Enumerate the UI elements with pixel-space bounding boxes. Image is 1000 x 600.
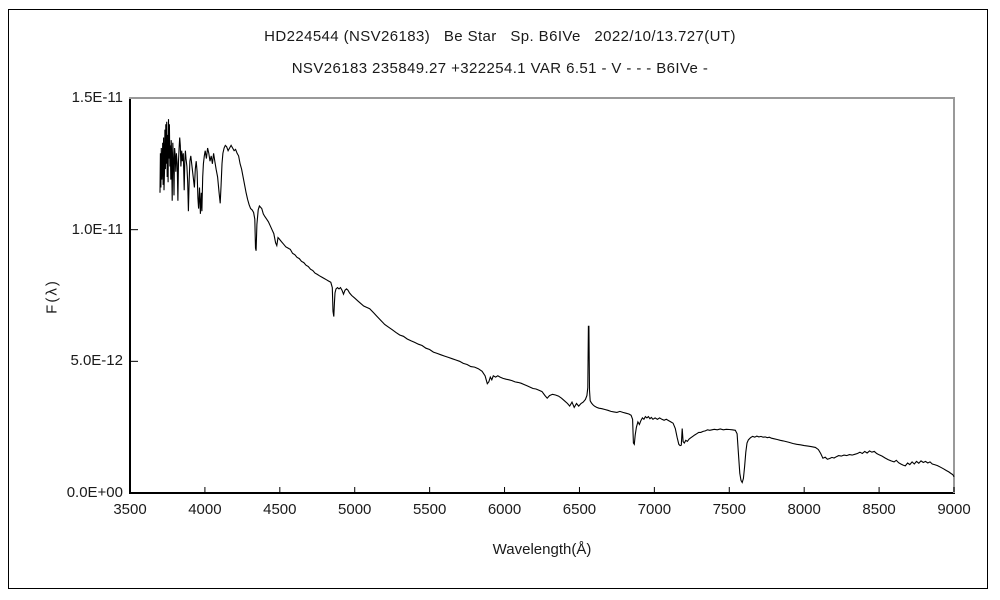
chart-subtitle: NSV26183 235849.27 +322254.1 VAR 6.51 - … (291, 60, 709, 77)
x-tick-label: 6500 (562, 501, 597, 518)
x-tick-label: 3500 (113, 501, 147, 518)
x-tick-label: 7500 (712, 501, 746, 518)
x-tick-label: 4500 (263, 501, 297, 518)
y-tick-label: 0.0E+00 (66, 484, 123, 501)
x-tick-label: 4000 (188, 501, 222, 518)
y-tick-label: 5.0E-12 (70, 352, 123, 370)
chart-title: HD224544 (NSV26183) Be Star Sp. B6IVe 20… (264, 28, 736, 45)
axis-ticks (129, 229, 955, 492)
y-tick-label: 1.0E-11 (71, 220, 123, 238)
page-border (8, 9, 988, 589)
x-axis-title: Wavelength(Å) (492, 541, 592, 558)
plot-frame (129, 97, 955, 494)
y-tick-label: 1.5E-11 (71, 89, 123, 106)
spectrum-line (159, 119, 955, 484)
x-tick-label: 6000 (487, 501, 522, 518)
x-tick-label: 5500 (412, 501, 447, 518)
y-axis-title: F(λ) (43, 279, 61, 314)
x-tick-label: 9000 (937, 501, 971, 518)
x-tick-label: 8500 (862, 501, 896, 518)
x-tick-label: 5000 (338, 501, 372, 518)
x-tick-label: 7000 (637, 501, 672, 518)
x-tick-label: 8000 (787, 501, 821, 518)
